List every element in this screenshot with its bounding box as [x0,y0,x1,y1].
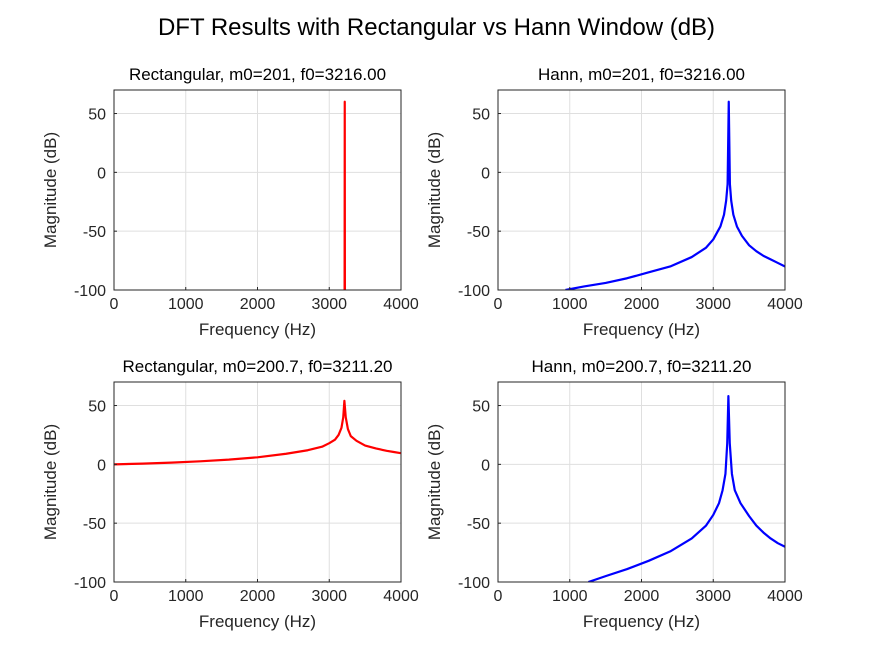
series-line [565,100,785,290]
series-line [114,399,401,466]
x-tick-label: 1000 [168,588,204,605]
subplot-1: 0 1000 2000 3000 4000 -100 -50 0 50 Rectangular, … [41,65,419,339]
y-tick-label: 0 [481,165,490,182]
x-tick-label: 2000 [624,588,660,605]
y-tick-label: -50 [467,516,490,533]
subplot-title: Hann, m0=200.7, f0=3211.20 [532,357,752,376]
subplot-title: Rectangular, m0=200.7, f0=3211.20 [123,357,393,376]
x-tick-label: 3000 [311,588,347,605]
y-tick-label: 50 [88,107,106,124]
subplot-2: 0 1000 2000 3000 4000 -100 -50 0 50 Hann, m0=201,… [425,65,803,339]
y-axis-label: Magnitude (dB) [41,424,60,540]
x-axis-label: Frequency (Hz) [583,320,700,339]
y-tick-label: -50 [467,224,490,241]
x-tick-label: 2000 [624,296,660,313]
x-tick-label: 1000 [552,588,588,605]
y-tick-label: -100 [458,283,490,300]
subplot-4: 0 1000 2000 3000 4000 -100 -50 0 50 Hann, m0=200.… [425,357,803,631]
x-tick-label: 3000 [695,296,731,313]
subplot-title: Hann, m0=201, f0=3216.00 [538,65,745,84]
y-axis-label: Magnitude (dB) [41,132,60,248]
y-tick-label: 50 [88,399,106,416]
x-tick-label: 0 [494,588,503,605]
y-axis-label: Magnitude (dB) [425,132,444,248]
x-tick-label: 0 [110,588,119,605]
x-tick-label: 1000 [552,296,588,313]
x-tick-label: 0 [494,296,503,313]
y-tick-label: 0 [97,165,106,182]
x-axis-label: Frequency (Hz) [583,612,700,631]
series-line [588,395,785,582]
y-tick-label: -100 [458,575,490,592]
y-axis-label: Magnitude (dB) [425,424,444,540]
y-tick-label: -100 [74,575,106,592]
subplot-3: 0 1000 2000 3000 4000 -100 -50 0 50 Rectangular, … [41,357,419,631]
x-tick-label: 2000 [240,588,276,605]
y-tick-label: -50 [83,224,106,241]
y-tick-label: -100 [74,283,106,300]
x-tick-label: 2000 [240,296,276,313]
subplot-title: Rectangular, m0=201, f0=3216.00 [129,65,386,84]
x-axis-label: Frequency (Hz) [199,320,316,339]
x-tick-label: 4000 [767,588,803,605]
y-tick-label: 50 [472,107,490,124]
y-tick-label: -50 [83,516,106,533]
x-tick-label: 1000 [168,296,204,313]
x-tick-label: 0 [110,296,119,313]
series-line [342,100,347,290]
y-tick-label: 0 [97,457,106,474]
figure-title: DFT Results with Rectangular vs Hann Win… [157,14,716,41]
x-tick-label: 4000 [383,588,419,605]
x-tick-label: 4000 [383,296,419,313]
x-axis-label: Frequency (Hz) [199,612,316,631]
y-tick-label: 50 [472,399,490,416]
y-tick-label: 0 [481,457,490,474]
x-tick-label: 4000 [767,296,803,313]
x-tick-label: 3000 [695,588,731,605]
x-tick-label: 3000 [311,296,347,313]
